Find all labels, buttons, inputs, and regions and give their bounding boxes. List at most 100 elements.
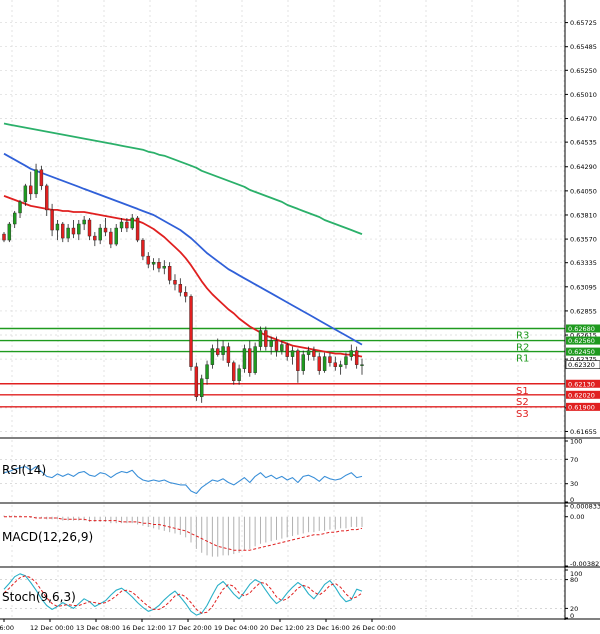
- level-badge-text: 0.62680: [568, 325, 595, 333]
- y-tick-label: 0.63095: [570, 283, 597, 291]
- y-tick-label: 0.63335: [570, 259, 597, 267]
- rsi-label: RSI(14): [2, 463, 46, 477]
- candle-body: [151, 261, 156, 265]
- candle-body: [306, 350, 311, 355]
- y-tick-label: 0.63570: [570, 236, 597, 244]
- candle-body: [61, 223, 65, 239]
- candle-body: [242, 348, 247, 369]
- stoch-d-line: [3, 575, 363, 614]
- candle-body: [322, 356, 327, 371]
- y-tick-label: 0.63810: [570, 211, 597, 219]
- y-tick-label: 0.64050: [570, 187, 597, 195]
- x-tick-label: 17 Dec 20:00: [168, 624, 212, 632]
- candle-body: [253, 346, 257, 373]
- rsi-tick-label: 0: [570, 496, 574, 504]
- candle-body: [232, 362, 236, 381]
- candle-body: [354, 350, 359, 365]
- level-label-r2: R2: [516, 343, 529, 354]
- candle-body: [29, 185, 33, 195]
- candle-body: [23, 185, 28, 203]
- level-badge-r3: [566, 324, 600, 333]
- x-tick-label: 12 Dec 00:00: [30, 624, 74, 632]
- candle-body: [2, 233, 6, 241]
- candle-body: [290, 350, 295, 357]
- rsi-line: [3, 466, 363, 495]
- stoch-tick-label: 20: [570, 605, 578, 613]
- candle-body: [248, 348, 252, 373]
- y-tick-label: 0.62615: [570, 332, 597, 340]
- x-tick-label: 16:00: [0, 624, 14, 632]
- candle-body: [333, 362, 337, 367]
- candle-body: [119, 221, 124, 229]
- y-tick-label: 0.65485: [570, 43, 597, 51]
- candle-body: [66, 227, 70, 239]
- x-tick-label: 13 Dec 08:00: [76, 624, 120, 632]
- candle-body: [173, 280, 177, 285]
- candle-body: [87, 219, 92, 237]
- candle-body: [114, 227, 118, 245]
- rsi-tick-label: 70: [570, 456, 578, 464]
- candle-body: [109, 231, 113, 245]
- y-tick-label: 0.64290: [570, 163, 597, 171]
- candle-body: [338, 364, 343, 367]
- rsi-tick-label: 100: [570, 438, 582, 446]
- level-badge-text: 0.61900: [568, 403, 595, 411]
- candle-body: [71, 227, 76, 235]
- candle-body: [167, 266, 172, 281]
- stoch-tick-label: 80: [570, 576, 578, 584]
- level-label-r1: R1: [516, 354, 529, 365]
- candle-body: [39, 169, 44, 187]
- candle-body: [285, 344, 289, 357]
- stoch-label: Stoch(9,6,3): [2, 590, 76, 604]
- grid-lines: [0, 0, 565, 618]
- level-label-r3: R3: [516, 330, 529, 341]
- candle-body: [34, 169, 38, 195]
- candle-body: [55, 223, 60, 231]
- stoch-k-line: [3, 573, 363, 616]
- level-badge-s1: [566, 379, 600, 388]
- current-price-text: 0.62320: [568, 361, 595, 369]
- candle-body: [157, 261, 161, 269]
- y-tick-label: 0.64535: [570, 139, 597, 147]
- candle-body: [178, 284, 183, 293]
- stoch-panel: [0, 573, 565, 616]
- candle-body: [93, 235, 97, 241]
- candle-body: [200, 378, 204, 398]
- level-badge-text: 0.62130: [568, 380, 595, 388]
- level-badge-s3: [566, 402, 600, 411]
- candle-body: [82, 219, 86, 225]
- candle-body: [301, 354, 305, 371]
- level-label-s2: S2: [516, 397, 529, 408]
- candle-body: [317, 356, 321, 371]
- y-tick-label: 0.62855: [570, 307, 597, 315]
- y-tick-label: 0.65250: [570, 67, 597, 75]
- candle-body: [210, 348, 215, 365]
- ma-blue-line: [3, 152, 363, 346]
- candle-body: [50, 209, 54, 231]
- y-tick-label: 0.65725: [570, 19, 597, 27]
- stoch-tick-label: 100: [570, 570, 582, 578]
- x-tick-label: 23 Dec 16:00: [306, 624, 350, 632]
- candle-body: [189, 296, 193, 367]
- candle-body: [226, 346, 231, 363]
- candle-body: [237, 368, 241, 381]
- candle-body: [274, 340, 279, 351]
- candle-body: [103, 227, 108, 233]
- y-tick-label: 0.62375: [570, 356, 597, 364]
- current-price-badge: [565, 360, 600, 369]
- macd-signal-line: [4, 516, 363, 551]
- candle-body: [12, 212, 17, 225]
- level-badge-r1: [566, 347, 600, 356]
- rsi-tick-label: 30: [570, 480, 578, 488]
- candle-body: [130, 217, 134, 229]
- candle-body: [141, 239, 145, 257]
- candle-body: [296, 350, 300, 371]
- candle-body: [45, 185, 49, 211]
- candle-body: [328, 356, 332, 363]
- x-tick-label: 16 Dec 12:00: [122, 624, 166, 632]
- candle-body: [194, 366, 199, 398]
- candle-body: [344, 356, 348, 365]
